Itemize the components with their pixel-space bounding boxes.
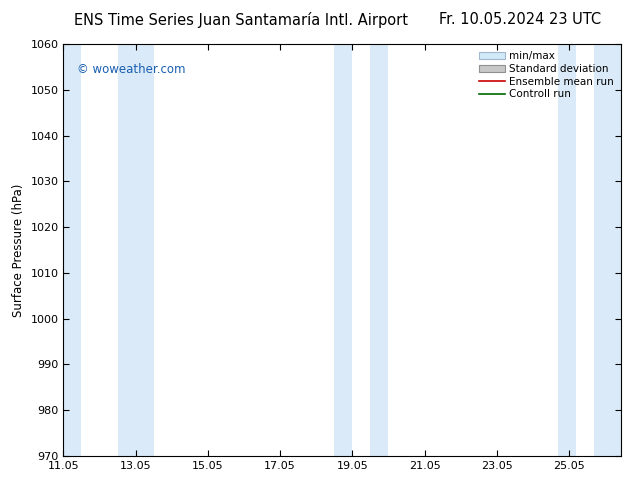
Bar <box>334 44 353 456</box>
Text: Fr. 10.05.2024 23 UTC: Fr. 10.05.2024 23 UTC <box>439 12 601 27</box>
Y-axis label: Surface Pressure (hPa): Surface Pressure (hPa) <box>12 183 25 317</box>
Legend: min/max, Standard deviation, Ensemble mean run, Controll run: min/max, Standard deviation, Ensemble me… <box>477 49 616 101</box>
Bar <box>63 44 81 456</box>
Bar <box>558 44 576 456</box>
Bar <box>594 44 621 456</box>
Bar <box>370 44 389 456</box>
Bar <box>117 44 153 456</box>
Text: ENS Time Series Juan Santamaría Intl. Airport: ENS Time Series Juan Santamaría Intl. Ai… <box>74 12 408 28</box>
Text: © woweather.com: © woweather.com <box>77 63 186 75</box>
